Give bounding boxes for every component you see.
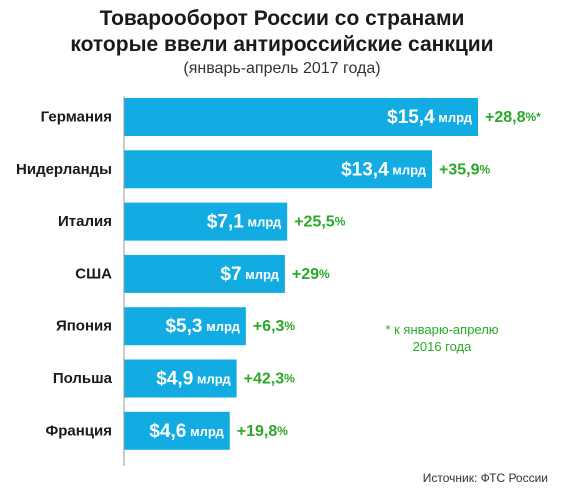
value-unit: млрд [389, 162, 427, 177]
value-label: $7 млрд [220, 263, 279, 284]
chart-subtitle: (январь-апрель 2017 года) [183, 60, 381, 77]
value-label: $4,6 млрд [149, 420, 224, 441]
change-main: +42,3 [244, 370, 285, 387]
change-main: +28,8 [485, 109, 526, 126]
bar [124, 150, 433, 189]
value-label: $7,1 млрд [207, 211, 282, 232]
chart-title-line2: которые ввели антироссийские санкции [70, 33, 494, 56]
change-main: +25,5 [294, 213, 335, 230]
change-main: +19,8 [237, 422, 278, 439]
value-main: $7 [220, 263, 241, 284]
change-label: +29% [292, 265, 330, 282]
change-suffix: % [319, 267, 330, 281]
change-label: +19,8% [237, 422, 288, 439]
change-main: +35,9 [439, 161, 480, 178]
change-label: +28,8%* [485, 109, 541, 126]
value-main: $15,4 [387, 107, 435, 128]
category-label: Италия [58, 213, 112, 230]
value-unit: млрд [186, 423, 224, 438]
change-suffix: % [284, 372, 295, 386]
value-unit: млрд [242, 266, 280, 281]
annotation-note: * к январю-апрелю 2016 года [372, 321, 512, 355]
value-main: $13,4 [341, 159, 389, 180]
value-main: $5,3 [165, 316, 202, 337]
change-main: +6,3 [253, 318, 285, 335]
bar [124, 411, 230, 450]
change-suffix: % [277, 424, 288, 438]
change-main: +29 [292, 265, 319, 282]
change-label: +6,3% [253, 318, 296, 335]
change-suffix: % [284, 319, 295, 333]
bar [124, 254, 285, 293]
value-label: $4,9 млрд [156, 368, 231, 389]
value-main: $7,1 [207, 211, 244, 232]
value-main: $4,6 [149, 420, 186, 441]
value-label: $15,4 млрд [387, 107, 473, 128]
change-suffix: % [480, 162, 491, 176]
category-label: Франция [45, 422, 112, 439]
value-unit: млрд [244, 214, 282, 229]
source-note: Источник: ФТС России [422, 471, 548, 485]
change-label: +25,5% [294, 213, 345, 230]
change-suffix: %* [525, 110, 541, 124]
bar [124, 307, 246, 346]
value-label: $5,3 млрд [165, 316, 240, 337]
change-label: +42,3% [244, 370, 295, 387]
value-main: $4,9 [156, 368, 193, 389]
value-label: $13,4 млрд [341, 159, 427, 180]
category-label: Нидерланды [16, 161, 112, 178]
category-label: Япония [56, 318, 112, 335]
annotation-line1: * к январю-апрелю [385, 322, 499, 337]
category-label: Германия [41, 109, 112, 126]
value-unit: млрд [435, 110, 473, 125]
value-unit: млрд [193, 371, 231, 386]
category-label: Польша [53, 370, 113, 387]
change-label: +35,9% [439, 161, 490, 178]
annotation-line2: 2016 года [412, 339, 472, 354]
chart-title: Товарооборот России со странами [99, 7, 465, 30]
bar [124, 98, 478, 136]
category-label: США [75, 265, 112, 282]
bar [124, 202, 288, 241]
bar [124, 359, 237, 398]
value-unit: млрд [202, 319, 240, 334]
change-suffix: % [335, 215, 346, 229]
